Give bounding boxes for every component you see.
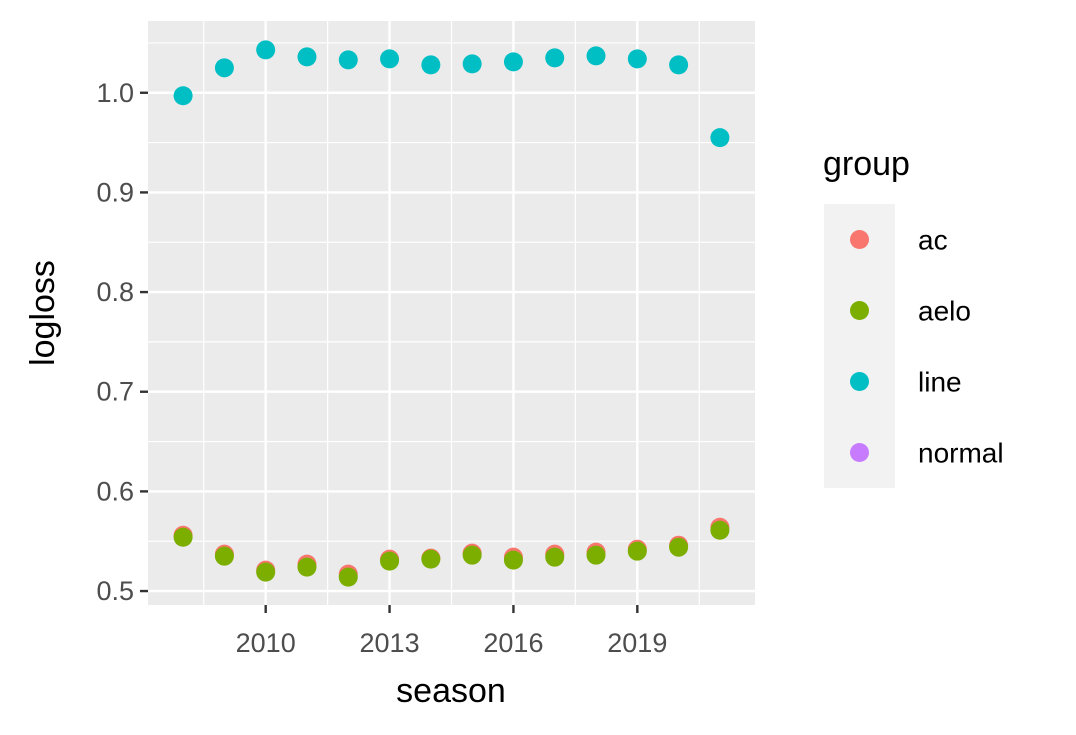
data-point-aelo xyxy=(710,520,730,540)
y-tick-label: 0.8 xyxy=(96,277,134,307)
data-point-aelo xyxy=(256,562,276,582)
major-gridlines xyxy=(148,21,755,605)
data-point-line xyxy=(586,46,606,66)
legend-label-normal: normal xyxy=(918,438,1004,469)
data-point-aelo xyxy=(503,550,523,570)
data-point-line xyxy=(256,40,276,60)
y-tick-label: 0.9 xyxy=(96,177,134,207)
y-tick-label: 0.7 xyxy=(96,377,134,407)
data-point-aelo xyxy=(173,527,193,547)
legend-marker-line xyxy=(850,372,869,391)
legend: group ac aelo line normal xyxy=(823,145,1004,488)
data-point-line xyxy=(710,128,730,148)
data-point-aelo xyxy=(462,545,482,565)
data-point-line xyxy=(173,86,193,106)
x-axis-title: season xyxy=(396,672,506,710)
data-point-line xyxy=(627,49,647,69)
legend-title: group xyxy=(823,145,910,183)
data-point-line xyxy=(462,54,482,74)
legend-marker-ac xyxy=(850,230,869,249)
x-tick-label: 2010 xyxy=(236,628,296,658)
x-axis: 2010 2013 2016 2019 xyxy=(236,605,667,658)
data-point-line xyxy=(380,49,400,69)
legend-marker-normal xyxy=(850,443,869,462)
data-point-line xyxy=(503,52,523,72)
data-point-line xyxy=(545,48,565,68)
legend-label-line: line xyxy=(918,367,962,398)
data-point-line xyxy=(338,50,358,70)
data-point-line xyxy=(669,55,689,75)
data-point-aelo xyxy=(214,546,234,566)
data-point-line xyxy=(214,58,234,78)
data-point-aelo xyxy=(380,551,400,571)
y-axis: 0.5 0.6 0.7 0.8 0.9 1.0 xyxy=(96,78,148,606)
data-point-aelo xyxy=(545,547,565,567)
data-point-aelo xyxy=(338,567,358,587)
data-point-line xyxy=(297,47,317,67)
data-point-aelo xyxy=(669,537,689,557)
legend-label-ac: ac xyxy=(918,225,948,256)
y-axis-title: logloss xyxy=(24,260,62,366)
data-point-aelo xyxy=(627,541,647,561)
data-point-aelo xyxy=(586,545,606,565)
x-tick-label: 2019 xyxy=(607,628,667,658)
data-point-aelo xyxy=(297,557,317,577)
data-point-line xyxy=(421,55,441,75)
x-tick-label: 2016 xyxy=(483,628,543,658)
legend-marker-aelo xyxy=(850,301,869,320)
y-tick-label: 0.5 xyxy=(96,576,134,606)
minor-gridlines xyxy=(148,21,755,605)
y-tick-label: 1.0 xyxy=(96,78,134,108)
data-point-aelo xyxy=(421,549,441,569)
y-tick-label: 0.6 xyxy=(96,476,134,506)
x-tick-label: 2013 xyxy=(360,628,420,658)
data-points xyxy=(173,40,730,587)
legend-label-aelo: aelo xyxy=(918,296,971,327)
